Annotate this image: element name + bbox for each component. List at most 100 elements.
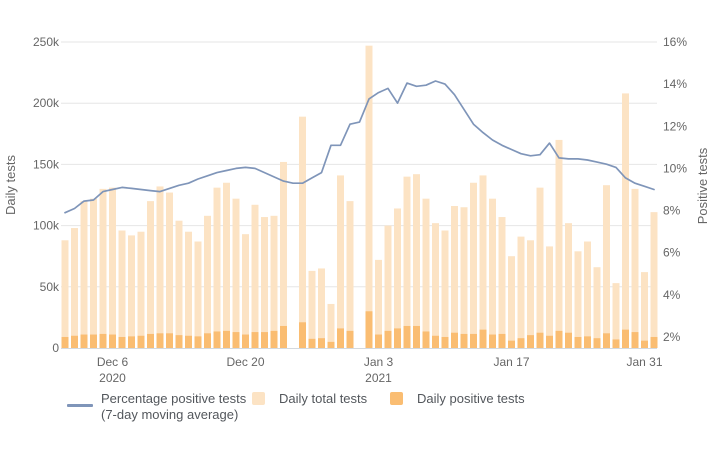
- bar-daily-positive[interactable]: [185, 335, 192, 348]
- bar-daily-positive[interactable]: [90, 334, 97, 348]
- bar-daily-positive[interactable]: [441, 336, 449, 348]
- bar-daily-total[interactable]: [470, 182, 477, 348]
- bar-daily-total[interactable]: [460, 207, 468, 348]
- bar-daily-positive[interactable]: [650, 336, 658, 348]
- percentage-positive-line[interactable]: [64, 80, 655, 214]
- bar-daily-total[interactable]: [175, 220, 183, 348]
- bar-daily-positive[interactable]: [308, 338, 316, 348]
- bar-daily-total[interactable]: [479, 175, 487, 348]
- bar-daily-positive[interactable]: [631, 332, 639, 348]
- bar-daily-positive[interactable]: [261, 332, 268, 348]
- bar-daily-positive[interactable]: [166, 333, 173, 348]
- bar-daily-positive[interactable]: [508, 340, 515, 348]
- bar-daily-total[interactable]: [641, 272, 648, 348]
- bar-daily-total[interactable]: [204, 215, 211, 348]
- bar-daily-total[interactable]: [498, 217, 506, 348]
- bar-daily-total[interactable]: [128, 235, 135, 348]
- bar-daily-positive[interactable]: [242, 334, 249, 348]
- bar-daily-positive[interactable]: [270, 330, 278, 348]
- bar-daily-positive[interactable]: [612, 339, 620, 348]
- bar-daily-positive[interactable]: [536, 332, 544, 348]
- bar-daily-positive[interactable]: [432, 335, 439, 348]
- bar-daily-positive[interactable]: [603, 333, 610, 348]
- bar-daily-total[interactable]: [441, 230, 449, 348]
- bar-daily-positive[interactable]: [299, 322, 306, 348]
- bar-daily-total[interactable]: [156, 186, 164, 348]
- bar-daily-total[interactable]: [375, 259, 382, 348]
- bar-daily-total[interactable]: [223, 182, 230, 348]
- bar-daily-total[interactable]: [489, 198, 496, 348]
- bar-daily-total[interactable]: [384, 225, 392, 348]
- bar-daily-positive[interactable]: [394, 328, 401, 348]
- bar-daily-total[interactable]: [118, 230, 126, 348]
- bar-daily-total[interactable]: [650, 212, 658, 348]
- bar-daily-positive[interactable]: [413, 325, 420, 348]
- bar-daily-positive[interactable]: [99, 333, 107, 348]
- bar-daily-total[interactable]: [137, 231, 145, 348]
- bar-daily-positive[interactable]: [213, 331, 221, 348]
- bar-daily-total[interactable]: [365, 45, 373, 349]
- bar-daily-positive[interactable]: [470, 333, 477, 348]
- bar-daily-positive[interactable]: [489, 334, 496, 348]
- bar-daily-positive[interactable]: [80, 334, 88, 348]
- bar-daily-total[interactable]: [394, 208, 401, 348]
- bar-daily-positive[interactable]: [61, 336, 69, 348]
- bar-daily-positive[interactable]: [574, 336, 582, 348]
- bar-daily-positive[interactable]: [156, 333, 164, 348]
- bar-daily-total[interactable]: [422, 198, 430, 348]
- bar-daily-total[interactable]: [555, 139, 563, 348]
- bar-daily-positive[interactable]: [137, 335, 145, 348]
- bar-daily-positive[interactable]: [584, 336, 591, 348]
- bar-daily-total[interactable]: [327, 303, 335, 348]
- bar-daily-total[interactable]: [603, 185, 610, 348]
- bar-daily-total[interactable]: [166, 192, 173, 348]
- bar-daily-total[interactable]: [147, 201, 154, 348]
- bar-daily-positive[interactable]: [109, 334, 116, 348]
- series-daily-total-tests[interactable]: [61, 45, 658, 349]
- bar-daily-positive[interactable]: [346, 330, 354, 348]
- bar-daily-total[interactable]: [574, 251, 582, 348]
- bar-daily-total[interactable]: [546, 246, 553, 348]
- bar-daily-total[interactable]: [213, 187, 221, 348]
- bar-daily-positive[interactable]: [451, 332, 458, 348]
- bar-daily-positive[interactable]: [128, 336, 135, 348]
- bar-daily-total[interactable]: [631, 188, 639, 348]
- bar-daily-positive[interactable]: [479, 329, 487, 348]
- bar-daily-total[interactable]: [80, 201, 88, 348]
- bar-daily-positive[interactable]: [460, 333, 468, 348]
- bar-daily-total[interactable]: [280, 161, 287, 348]
- bar-daily-positive[interactable]: [641, 340, 648, 348]
- bar-daily-positive[interactable]: [422, 331, 430, 348]
- bar-daily-positive[interactable]: [204, 333, 211, 348]
- bar-daily-positive[interactable]: [337, 328, 344, 348]
- bar-daily-positive[interactable]: [622, 329, 629, 348]
- bar-daily-total[interactable]: [318, 268, 325, 348]
- bar-daily-total[interactable]: [432, 223, 439, 348]
- bar-daily-total[interactable]: [593, 267, 601, 348]
- bar-daily-total[interactable]: [99, 188, 107, 348]
- bar-daily-total[interactable]: [451, 206, 458, 348]
- bar-daily-total[interactable]: [403, 176, 411, 348]
- bar-daily-positive[interactable]: [118, 336, 126, 348]
- bar-daily-total[interactable]: [346, 201, 354, 348]
- bar-daily-positive[interactable]: [327, 341, 335, 348]
- bar-daily-total[interactable]: [565, 223, 572, 348]
- bar-daily-positive[interactable]: [365, 311, 373, 348]
- bar-daily-total[interactable]: [536, 187, 544, 348]
- bar-daily-total[interactable]: [584, 241, 591, 348]
- bar-daily-total[interactable]: [71, 228, 78, 348]
- bar-daily-positive[interactable]: [384, 330, 392, 348]
- bar-daily-positive[interactable]: [232, 332, 240, 348]
- bar-daily-total[interactable]: [508, 256, 515, 348]
- bar-daily-positive[interactable]: [194, 336, 202, 348]
- bar-daily-positive[interactable]: [527, 335, 534, 348]
- bar-daily-total[interactable]: [261, 217, 268, 348]
- bar-daily-positive[interactable]: [223, 330, 230, 348]
- bar-daily-total[interactable]: [61, 240, 69, 348]
- bar-daily-total[interactable]: [251, 204, 259, 348]
- bar-daily-total[interactable]: [185, 231, 192, 348]
- bar-daily-positive[interactable]: [403, 325, 411, 348]
- bar-daily-total[interactable]: [90, 198, 97, 348]
- bar-daily-total[interactable]: [413, 174, 420, 348]
- bar-daily-total[interactable]: [242, 234, 249, 348]
